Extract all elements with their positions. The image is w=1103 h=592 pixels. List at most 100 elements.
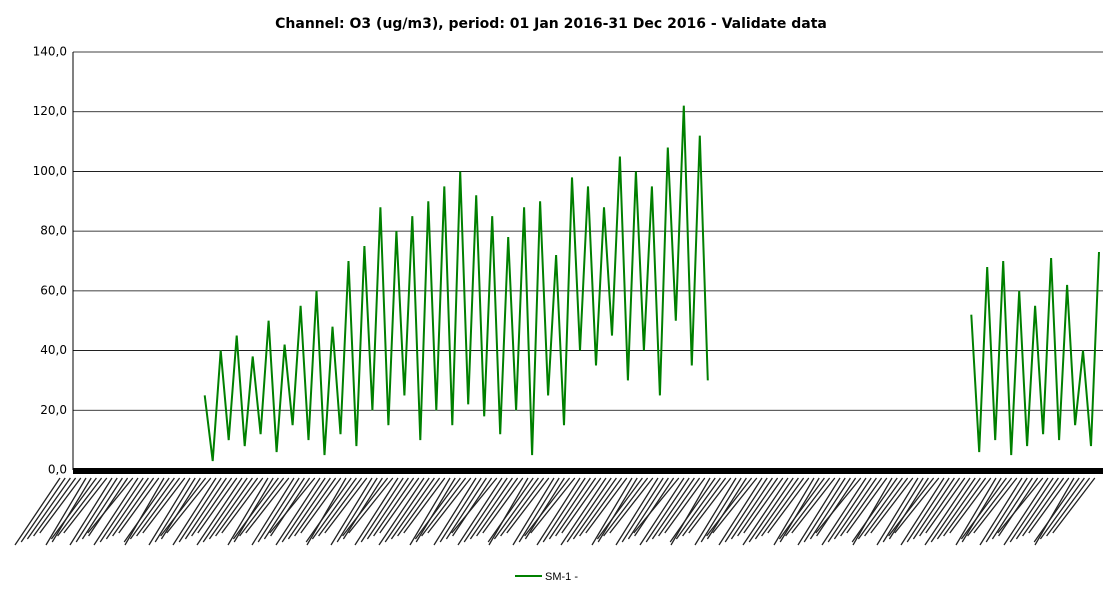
x-label-smudge — [227, 477, 269, 546]
x-label-smudge — [287, 477, 331, 540]
x-label-smudge — [967, 477, 1013, 537]
x-label-smudge — [445, 477, 487, 540]
x-label-smudge — [390, 477, 435, 540]
x-label-smudge — [221, 477, 264, 534]
x-label-smudge — [724, 477, 768, 543]
x-label-smudge — [300, 477, 342, 534]
chart-title: Channel: O3 (ug/m3), period: 01 Jan 2016… — [275, 16, 827, 32]
x-label-smudge — [621, 477, 664, 543]
series-line — [203, 105, 1100, 462]
x-label-smudge — [1028, 477, 1070, 534]
x-label-smudge — [118, 477, 160, 534]
x-label-smudge — [330, 477, 373, 546]
x-label-smudge — [743, 477, 784, 534]
x-label-smudge — [979, 477, 1023, 546]
y-tick-label: 20,0 — [40, 403, 67, 417]
x-label-smudge — [670, 477, 711, 546]
x-label-smudge — [664, 477, 706, 534]
x-label-smudge — [306, 477, 347, 546]
x-label-smudge — [930, 477, 976, 543]
x-label-smudge — [518, 477, 560, 543]
x-label-smudge — [421, 477, 467, 537]
x-label-smudge — [69, 477, 113, 546]
x-label-smudge — [397, 477, 441, 537]
x-label-smudge — [93, 477, 139, 546]
x-label-smudge — [1015, 477, 1059, 540]
x-label-smudge — [197, 477, 238, 534]
x-label-smudge — [112, 477, 155, 537]
x-label-smudge — [985, 477, 1028, 543]
x-label-smudge — [427, 477, 472, 534]
x-label-smudge — [555, 477, 597, 537]
x-label-smudge — [239, 477, 285, 537]
x-label-smudge — [366, 477, 409, 540]
x-label-smudge — [63, 477, 108, 534]
x-label-smudge — [493, 477, 539, 540]
x-label-smudge — [318, 477, 363, 537]
x-label-smudge — [706, 477, 747, 540]
x-label-smudge — [178, 477, 222, 543]
x-label-smudge — [997, 477, 1044, 534]
x-label-smudge — [512, 477, 555, 546]
x-label-smudge — [342, 477, 389, 537]
x-label-smudge — [172, 477, 217, 546]
x-label-smudge — [585, 477, 628, 534]
legend-label: SM-1 - — [545, 571, 578, 583]
x-label-smudge — [530, 477, 576, 534]
x-label-smudge — [433, 477, 477, 546]
x-label-smudge — [973, 477, 1018, 534]
x-label-smudge — [451, 477, 498, 534]
x-label-smudge — [694, 477, 737, 546]
x-label-smudge — [888, 477, 935, 537]
x-label-smudge — [857, 477, 903, 540]
y-tick-label: 140,0 — [33, 45, 67, 59]
x-label-smudge — [476, 477, 519, 537]
x-label-smudge — [767, 477, 810, 534]
x-label-smudge — [596, 477, 643, 540]
x-label-smudge — [1022, 477, 1065, 537]
x-label-smudge — [384, 477, 430, 543]
x-label-smudge — [311, 477, 357, 540]
x-label-smudge — [39, 477, 82, 534]
x-label-smudge — [912, 477, 955, 540]
x-label-smudge — [748, 477, 794, 543]
x-label-smudge — [803, 477, 846, 543]
x-label-smudge — [651, 477, 695, 540]
x-label-smudge — [123, 477, 170, 543]
x-label-smudge — [1003, 477, 1049, 546]
x-label-smudge — [1052, 477, 1096, 534]
x-label-smudge — [615, 477, 659, 546]
x-label-smudge — [955, 477, 997, 546]
x-label-smudge — [700, 477, 742, 543]
x-label-smudge — [136, 477, 181, 537]
y-tick-label: 40,0 — [40, 343, 67, 357]
x-label-smudge — [779, 477, 820, 543]
x-label-smudge — [827, 477, 872, 543]
x-label-smudge — [305, 477, 352, 543]
x-label-smudge — [882, 477, 924, 543]
x-label-smudge — [627, 477, 669, 540]
x-label-smudge — [548, 477, 591, 540]
x-label-smudge — [536, 477, 581, 546]
x-label-smudge — [348, 477, 394, 534]
x-label-smudge — [960, 477, 1007, 540]
x-label-smudge — [645, 477, 690, 543]
x-label-smudge — [129, 477, 175, 540]
x-label-smudge — [706, 477, 753, 537]
x-label-smudge — [852, 477, 893, 546]
x-label-smudge — [379, 477, 420, 534]
x-label-smudge — [33, 477, 77, 537]
x-label-smudge — [846, 477, 888, 534]
x-label-smudge — [154, 477, 196, 543]
x-label-smudge — [961, 477, 1002, 543]
x-label-smudge — [160, 477, 201, 540]
x-label-smudge — [275, 477, 321, 546]
x-label-smudge — [487, 477, 534, 543]
x-label-smudge — [373, 477, 415, 537]
x-label-smudge — [263, 477, 305, 540]
x-label-smudge — [572, 477, 617, 540]
x-label-smudge — [591, 477, 633, 546]
x-label-smudge — [561, 477, 602, 534]
x-label-smudge — [876, 477, 919, 546]
x-label-smudge — [1033, 477, 1080, 543]
